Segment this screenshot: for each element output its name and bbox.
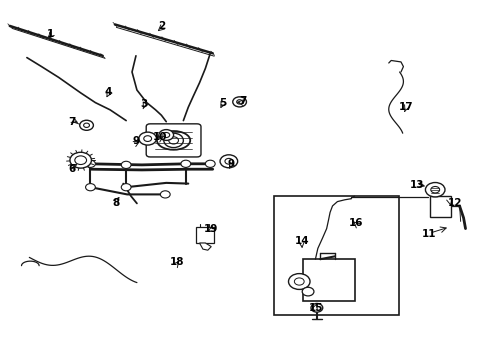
Text: 7: 7: [68, 117, 76, 127]
Circle shape: [85, 160, 95, 167]
Bar: [303, 259, 354, 301]
Bar: [195, 227, 214, 243]
Text: 11: 11: [421, 229, 436, 239]
Text: 5: 5: [219, 98, 225, 108]
Text: 13: 13: [408, 180, 423, 190]
Circle shape: [302, 287, 313, 296]
FancyBboxPatch shape: [146, 124, 201, 157]
Text: 7: 7: [238, 96, 246, 106]
Text: 16: 16: [348, 218, 363, 228]
Circle shape: [121, 161, 131, 168]
Circle shape: [181, 160, 190, 167]
Circle shape: [85, 184, 95, 191]
Ellipse shape: [157, 131, 190, 150]
Circle shape: [288, 274, 309, 289]
Circle shape: [220, 155, 237, 168]
Bar: [273, 196, 398, 315]
Circle shape: [224, 158, 232, 164]
Circle shape: [430, 186, 439, 193]
Text: 3: 3: [141, 99, 147, 109]
Circle shape: [310, 303, 322, 312]
Circle shape: [70, 152, 91, 168]
Polygon shape: [199, 243, 211, 250]
Text: 2: 2: [158, 21, 164, 31]
Text: 9: 9: [227, 159, 234, 169]
Circle shape: [294, 278, 304, 285]
Circle shape: [80, 120, 93, 130]
Text: 4: 4: [104, 87, 112, 97]
Circle shape: [425, 183, 444, 197]
Circle shape: [121, 184, 131, 191]
Circle shape: [236, 100, 242, 104]
Circle shape: [232, 97, 246, 107]
Circle shape: [163, 133, 183, 148]
Text: 6: 6: [69, 164, 76, 174]
Text: 17: 17: [398, 102, 412, 112]
Text: 18: 18: [169, 257, 184, 267]
Text: 8: 8: [112, 198, 119, 208]
Circle shape: [163, 132, 169, 138]
Text: 1: 1: [47, 29, 54, 39]
Text: 9: 9: [132, 136, 139, 147]
Text: 15: 15: [308, 303, 323, 313]
Circle shape: [143, 136, 151, 141]
Circle shape: [159, 130, 173, 140]
Text: 19: 19: [203, 224, 218, 234]
Circle shape: [139, 132, 156, 145]
Circle shape: [168, 137, 178, 144]
Circle shape: [75, 156, 86, 165]
Text: 10: 10: [152, 132, 167, 142]
Circle shape: [83, 123, 89, 127]
Text: 14: 14: [294, 236, 308, 246]
Text: 12: 12: [447, 198, 461, 208]
Circle shape: [205, 160, 215, 167]
Bar: [429, 196, 450, 217]
Circle shape: [160, 191, 170, 198]
